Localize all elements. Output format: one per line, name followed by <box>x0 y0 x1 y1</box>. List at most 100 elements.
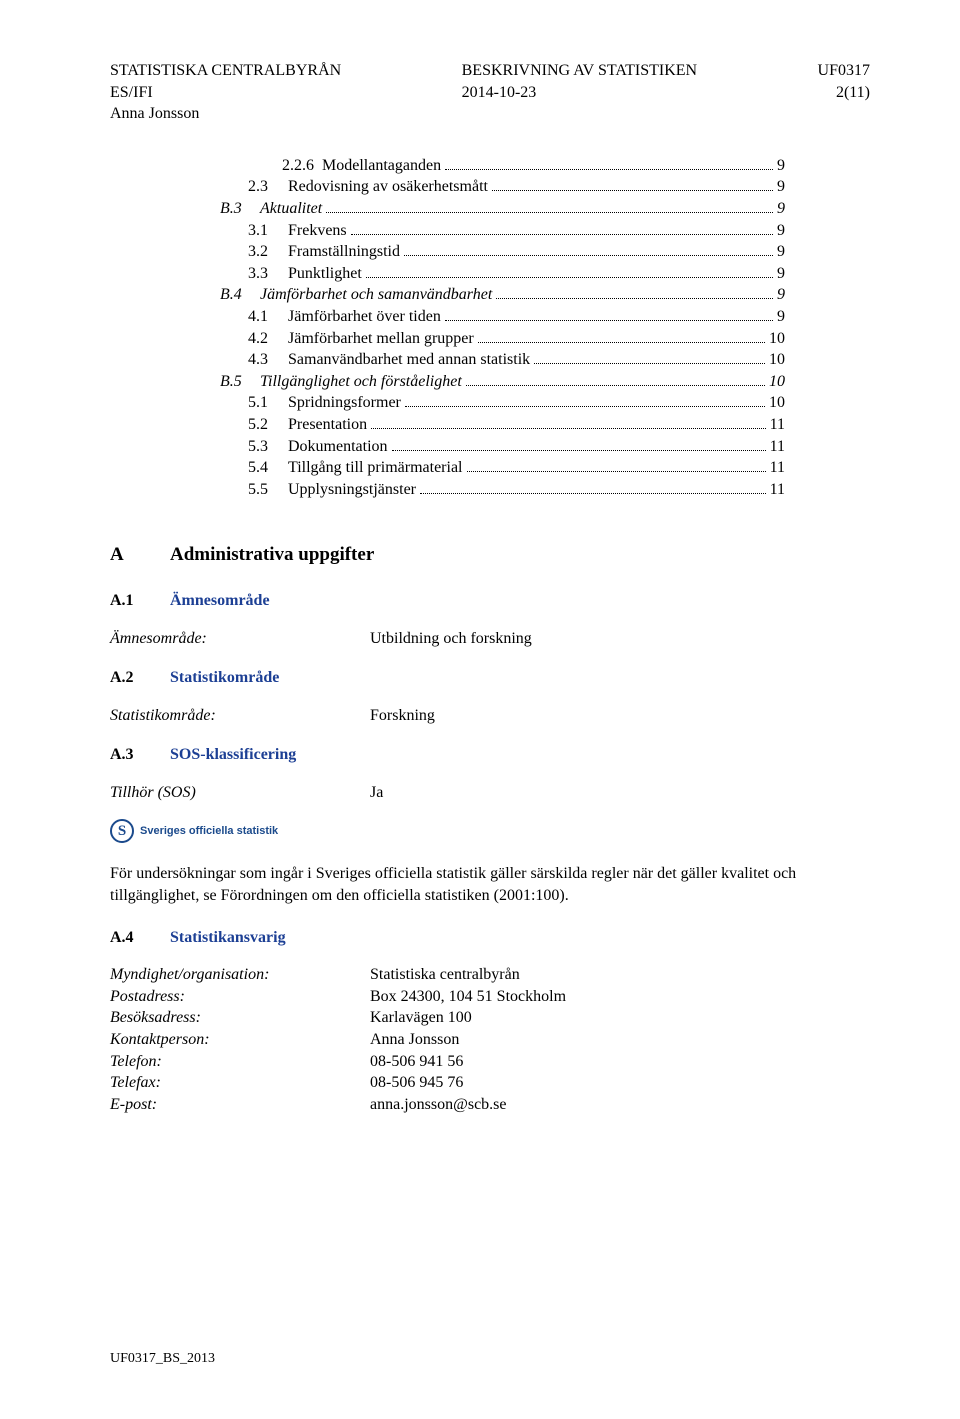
toc-title: Dokumentation <box>288 436 388 458</box>
toc-page: 10 <box>769 371 785 393</box>
toc-num: B.5 <box>220 371 260 393</box>
toc-title: Aktualitet <box>260 198 322 220</box>
toc-page: 11 <box>770 436 785 458</box>
a2-title: Statistikområde <box>170 667 279 689</box>
toc-num: 5.1 <box>248 392 288 414</box>
a4-title: Statistikansvarig <box>170 927 286 949</box>
a2-val: Forskning <box>370 705 435 727</box>
a1-num: A.1 <box>110 590 170 612</box>
toc-title: Framställningstid <box>288 241 400 263</box>
toc-page: 11 <box>770 414 785 436</box>
page-header: STATISTISKA CENTRALBYRÅN ES/IFI Anna Jon… <box>110 60 870 125</box>
a1-row: Ämnesområde: Utbildning och forskning <box>110 628 870 650</box>
toc-row: 5.5Upplysningstjänster11 <box>220 479 785 501</box>
header-author: Anna Jonsson <box>110 103 341 125</box>
contact-row: Postadress:Box 24300, 104 51 Stockholm <box>110 986 870 1008</box>
section-a-heading: A Administrativa uppgifter <box>110 542 870 568</box>
toc-page: 9 <box>777 306 785 328</box>
toc-page: 9 <box>777 155 785 177</box>
toc-leader-dots <box>405 395 765 408</box>
toc-page: 9 <box>777 284 785 306</box>
contact-key: Kontaktperson: <box>110 1029 370 1051</box>
toc-row: 3.2Framställningstid 9 <box>220 241 785 263</box>
toc-row: B.4Jämförbarhet och samanvändbarhet9 <box>220 284 785 306</box>
a4-num: A.4 <box>110 927 170 949</box>
header-doc-title: BESKRIVNING AV STATISTIKEN <box>462 60 697 82</box>
toc-num: B.3 <box>220 198 260 220</box>
toc-page: 9 <box>777 198 785 220</box>
contact-val: Karlavägen 100 <box>370 1007 472 1029</box>
toc-leader-dots <box>445 308 773 321</box>
contact-key: Myndighet/organisation: <box>110 964 370 986</box>
toc-page: 9 <box>777 176 785 198</box>
contact-key: Postadress: <box>110 986 370 1008</box>
toc-num: 4.3 <box>248 349 288 371</box>
a2-key: Statistikområde: <box>110 705 370 727</box>
toc-title: Spridningsformer <box>288 392 401 414</box>
toc-num: 2.3 <box>248 176 288 198</box>
toc-leader-dots <box>326 200 773 213</box>
official-stats-logo: S Sveriges officiella statistik <box>110 819 870 843</box>
header-center: BESKRIVNING AV STATISTIKEN 2014-10-23 <box>462 60 697 125</box>
a3-val: Ja <box>370 782 383 804</box>
toc-page: 9 <box>777 220 785 242</box>
contact-row: Telefon:08-506 941 56 <box>110 1051 870 1073</box>
toc-leader-dots <box>478 330 765 343</box>
toc-title: Modellantaganden <box>322 155 441 177</box>
contact-row: Myndighet/organisation:Statistiska centr… <box>110 964 870 986</box>
toc-row: 5.3Dokumentation11 <box>220 436 785 458</box>
contact-key: Telefon: <box>110 1051 370 1073</box>
toc-row: 4.1Jämförbarhet över tiden9 <box>220 306 785 328</box>
contact-row: E-post:anna.jonsson@scb.se <box>110 1094 870 1116</box>
contact-val: 08-506 941 56 <box>370 1051 463 1073</box>
header-right: UF0317 2(11) <box>818 60 870 125</box>
toc-num: 3.2 <box>248 241 288 263</box>
contact-val: anna.jonsson@scb.se <box>370 1094 507 1116</box>
a3-num: A.3 <box>110 744 170 766</box>
a2-num: A.2 <box>110 667 170 689</box>
toc-leader-dots <box>366 265 773 278</box>
toc-title: Tillgång till primärmaterial <box>288 457 463 479</box>
toc-row: 4.2Jämförbarhet mellan grupper10 <box>220 328 785 350</box>
toc-title: Punktlighet <box>288 263 362 285</box>
toc-leader-dots <box>392 438 766 451</box>
toc-row: 5.2Presentation11 <box>220 414 785 436</box>
toc-leader-dots <box>492 179 773 192</box>
toc-page: 10 <box>769 328 785 350</box>
toc-num: 3.1 <box>248 220 288 242</box>
toc-title: Redovisning av osäkerhetsmått <box>288 176 488 198</box>
toc-page: 9 <box>777 241 785 263</box>
toc-num: 5.4 <box>248 457 288 479</box>
toc-page: 11 <box>770 457 785 479</box>
toc-row: 5.4Tillgång till primärmaterial 11 <box>220 457 785 479</box>
contact-key: E-post: <box>110 1094 370 1116</box>
toc-leader-dots <box>467 459 766 472</box>
toc-title: Upplysningstjänster <box>288 479 416 501</box>
toc-title: Samanvändbarhet med annan statistik <box>288 349 530 371</box>
section-a: A Administrativa uppgifter A.1 Ämnesområ… <box>110 542 870 1115</box>
contact-val: Anna Jonsson <box>370 1029 459 1051</box>
header-date: 2014-10-23 <box>462 82 697 104</box>
toc-row: 3.1Frekvens9 <box>220 220 785 242</box>
a1-key: Ämnesområde: <box>110 628 370 650</box>
contact-val: Box 24300, 104 51 Stockholm <box>370 986 566 1008</box>
contact-key: Besöksadress: <box>110 1007 370 1029</box>
section-title: Administrativa uppgifter <box>170 542 374 568</box>
header-doc-id: UF0317 <box>818 60 870 82</box>
toc-leader-dots <box>420 481 766 494</box>
toc-num: 5.2 <box>248 414 288 436</box>
toc-page: 10 <box>769 392 785 414</box>
a4-contact-block: Myndighet/organisation:Statistiska centr… <box>110 964 870 1115</box>
section-letter: A <box>110 542 170 568</box>
toc-row: 2.2.6Modellantaganden9 <box>220 155 785 177</box>
a2-heading: A.2 Statistikområde <box>110 667 870 689</box>
table-of-contents: 2.2.6Modellantaganden92.3Redovisning av … <box>220 155 785 501</box>
header-page-num: 2(11) <box>818 82 870 104</box>
a3-paragraph: För undersökningar som ingår i Sveriges … <box>110 863 870 906</box>
toc-page: 9 <box>777 263 785 285</box>
toc-num: 3.3 <box>248 263 288 285</box>
contact-val: 08-506 945 76 <box>370 1072 463 1094</box>
a4-heading: A.4 Statistikansvarig <box>110 927 870 949</box>
contact-key: Telefax: <box>110 1072 370 1094</box>
toc-title: Jämförbarhet mellan grupper <box>288 328 474 350</box>
